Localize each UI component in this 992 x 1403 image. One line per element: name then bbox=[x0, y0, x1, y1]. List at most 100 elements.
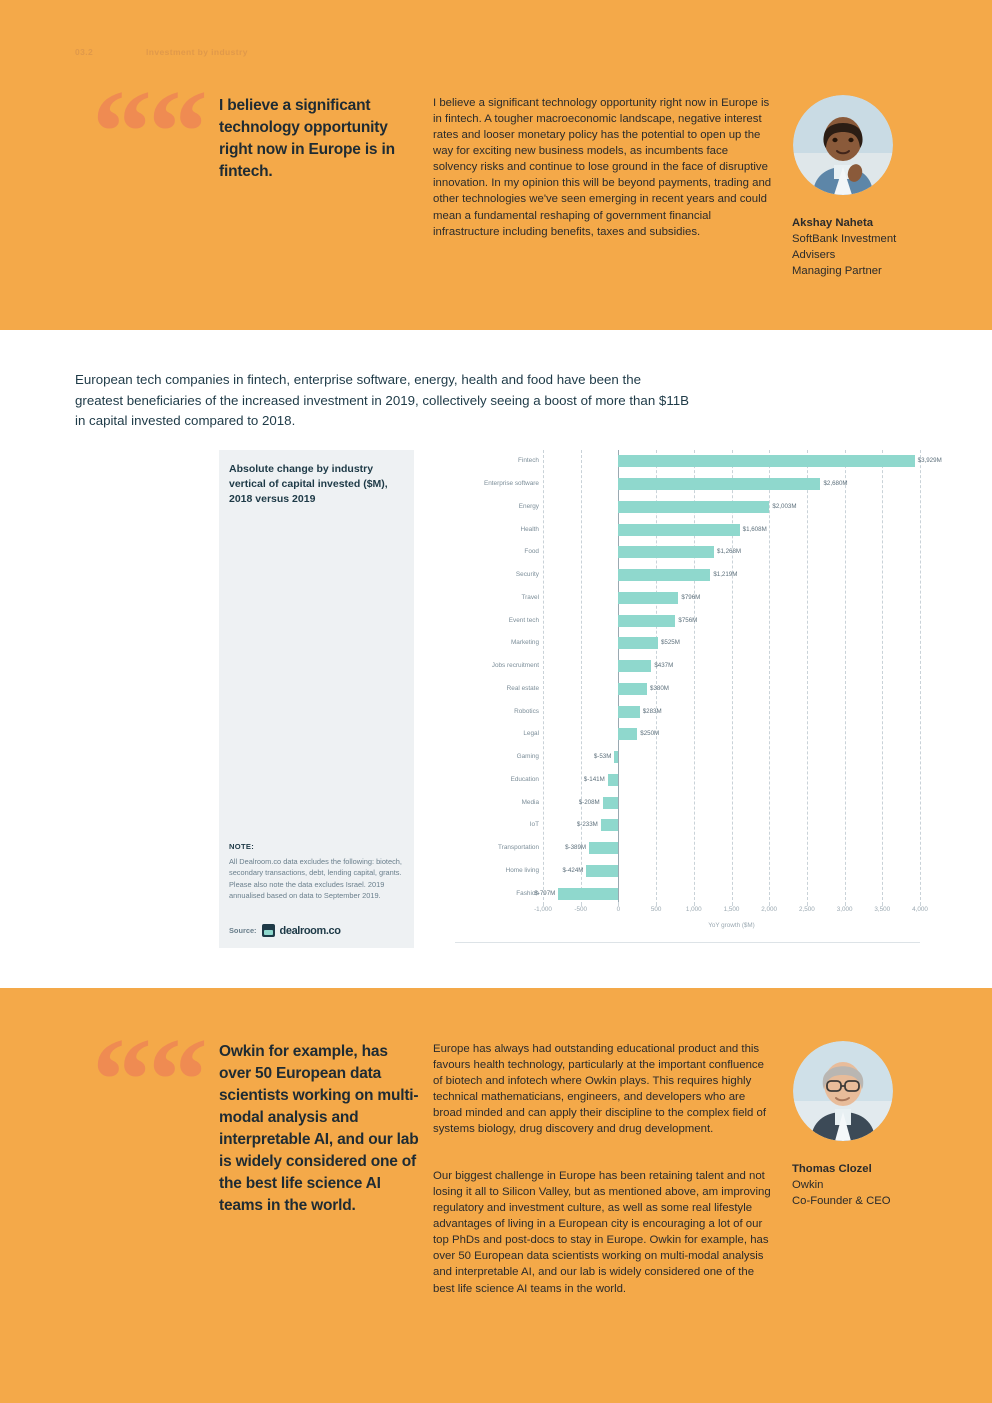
category-label: Fintech bbox=[518, 457, 539, 465]
x-tick-mark bbox=[920, 902, 921, 906]
category-label: Food bbox=[524, 548, 539, 556]
zero-axis-line bbox=[618, 450, 620, 905]
bar bbox=[614, 751, 619, 764]
intro-paragraph: European tech companies in fintech, ente… bbox=[75, 372, 689, 429]
x-tick-mark bbox=[844, 902, 846, 906]
x-tick-label: 3,000 bbox=[836, 906, 853, 913]
x-tick-mark bbox=[731, 902, 733, 906]
bar bbox=[607, 773, 619, 786]
bar-value-label: $2,680M bbox=[823, 480, 848, 488]
bar-value-label: $250M bbox=[640, 730, 660, 738]
bar-value-label: $-141M bbox=[583, 775, 605, 783]
bar-value-label: $380M bbox=[650, 684, 669, 692]
category-label: Enterprise software bbox=[483, 480, 539, 488]
category-label: Event tech bbox=[508, 616, 539, 624]
gridline bbox=[806, 450, 808, 905]
bars-container: $3,929M $2,680M $2,003M $1,608M $1,268M $1,21… bbox=[534, 450, 942, 905]
gridline bbox=[882, 450, 884, 905]
bar-value-label: $3,929M bbox=[917, 457, 942, 465]
bar-value-label: $437M bbox=[654, 662, 674, 670]
x-tick-label: 2,500 bbox=[799, 906, 815, 913]
quote-mark-icon: ““ bbox=[92, 65, 208, 198]
bar-value-label: $1,219M bbox=[713, 571, 738, 579]
person-name: Thomas Clozel bbox=[792, 1163, 872, 1175]
category-label: Transportation bbox=[498, 844, 539, 852]
person-info-top: Akshay Naheta SoftBank Investment Advise… bbox=[792, 215, 942, 279]
bar bbox=[618, 614, 676, 627]
gridline bbox=[693, 450, 695, 905]
category-label: Health bbox=[520, 525, 539, 533]
person-org-line1: Owkin bbox=[792, 1179, 824, 1192]
note-body: All Dealroom.co data excludes the follow… bbox=[229, 857, 402, 900]
category-label: Home living bbox=[505, 866, 539, 874]
dealroom-logo-icon bbox=[261, 924, 275, 937]
bar bbox=[618, 546, 714, 559]
bar-value-label: $756M bbox=[678, 616, 698, 624]
gridline bbox=[844, 450, 846, 905]
category-label: Media bbox=[521, 798, 539, 806]
footer-orange-band bbox=[0, 1368, 992, 1403]
bar-value-label: $525M bbox=[660, 639, 680, 647]
x-tick-mark bbox=[580, 902, 582, 906]
bar bbox=[589, 842, 619, 855]
bar bbox=[586, 864, 619, 877]
bar bbox=[600, 819, 619, 832]
quote-body-bottom-1: Europe has always had outstanding educat… bbox=[433, 1043, 767, 1136]
bar-value-label: $-53M bbox=[593, 753, 612, 761]
bar-value-label: $796M bbox=[681, 593, 701, 601]
bar bbox=[618, 660, 652, 673]
bar-value-label: $-424M bbox=[562, 866, 584, 874]
x-tick-label: 500 bbox=[650, 906, 662, 913]
plot-baseline bbox=[455, 942, 920, 943]
bar bbox=[618, 591, 679, 604]
person-name: Akshay Naheta bbox=[792, 217, 873, 229]
avatar-akshay-naheta bbox=[793, 95, 893, 195]
chart-title: Absolute change by industry vertical of … bbox=[229, 463, 388, 506]
category-label: Jobs recruitment bbox=[491, 662, 539, 670]
category-label: Gaming bbox=[516, 753, 539, 761]
x-tick-label: 3,500 bbox=[874, 906, 891, 913]
x-tick-label: 1,000 bbox=[685, 906, 702, 913]
bar-value-label: $283M bbox=[642, 707, 662, 715]
x-tick-mark bbox=[806, 902, 808, 906]
bar bbox=[618, 455, 915, 468]
x-tick-label: -500 bbox=[574, 906, 587, 913]
header-section-title: Investment by industry bbox=[146, 47, 248, 57]
x-tick-label: 0 bbox=[616, 906, 621, 913]
source-label: Source: bbox=[229, 926, 257, 935]
person-org-line2: Advisers bbox=[792, 249, 836, 262]
person-info-bottom: Thomas Clozel Owkin Co-Founder & CEO bbox=[792, 1161, 942, 1209]
source-name: dealroom.co bbox=[279, 924, 341, 937]
x-tick-label: 4,000 bbox=[912, 906, 928, 913]
gridline bbox=[731, 450, 733, 905]
quote-mark-icon-bottom: ““ bbox=[92, 1013, 208, 1146]
x-tick-mark bbox=[618, 902, 620, 906]
bar bbox=[558, 887, 619, 900]
gridline bbox=[580, 450, 582, 905]
pull-quote-top: I believe a significant technology oppor… bbox=[219, 97, 395, 180]
avatar-thomas-clozel bbox=[793, 1041, 893, 1141]
bar-value-label: $-797M bbox=[534, 889, 556, 897]
bar bbox=[618, 728, 638, 741]
x-tick-mark bbox=[769, 902, 771, 906]
category-label: Robotics bbox=[514, 707, 539, 715]
note-label: NOTE: bbox=[229, 842, 255, 851]
category-label: Legal bbox=[523, 730, 539, 738]
bar-value-label: $1,608M bbox=[742, 525, 767, 533]
pull-quote-bottom: Owkin for example, has over 50 European … bbox=[219, 1043, 419, 1214]
bar bbox=[618, 569, 711, 582]
quote-body-bottom-2: Our biggest challenge in Europe has been… bbox=[433, 1170, 771, 1295]
gridline bbox=[543, 450, 544, 905]
quote-body-top: I believe a significant technology oppor… bbox=[433, 97, 772, 238]
x-axis: -1,000 -500 0 500 1,000 1,500 2,000 2,500 3,000 3… bbox=[534, 902, 928, 922]
category-label: Marketing bbox=[510, 639, 539, 647]
gridline bbox=[769, 450, 771, 905]
person-role: Managing Partner bbox=[792, 265, 882, 278]
category-label: Energy bbox=[518, 502, 539, 510]
x-tick-label: -1,000 bbox=[534, 906, 552, 913]
category-label: Travel bbox=[521, 593, 539, 601]
bar-value-label: $-208M bbox=[578, 798, 600, 806]
x-tick-label: 2,000 bbox=[761, 906, 778, 913]
category-label: Education bbox=[510, 775, 539, 783]
